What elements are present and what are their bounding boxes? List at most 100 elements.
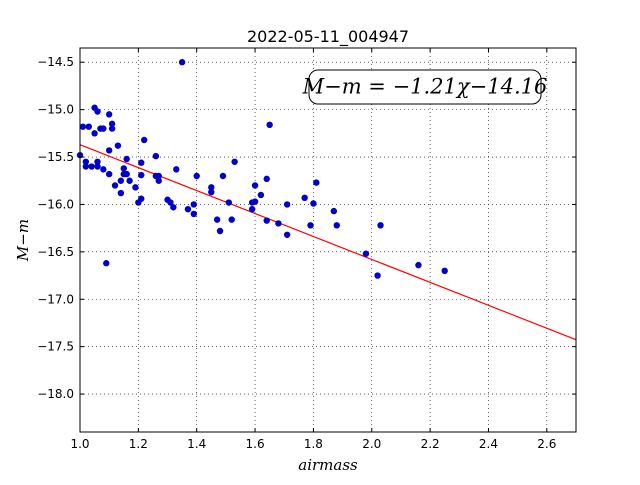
x-tick-label: 1.8 <box>304 437 323 451</box>
annotation-text: M−m = −1.21χ−14.16 <box>302 75 548 99</box>
data-point <box>117 177 125 184</box>
data-point <box>231 158 238 165</box>
data-point <box>100 166 107 173</box>
data-point <box>225 199 232 206</box>
data-point <box>152 152 160 160</box>
data-point <box>123 170 130 178</box>
data-point <box>105 147 113 154</box>
data-point <box>283 231 291 238</box>
data-point <box>155 172 162 180</box>
y-tick-label: −14.5 <box>37 55 74 69</box>
data-point <box>108 125 116 132</box>
y-tick-label: −17.0 <box>37 292 74 306</box>
x-tick-label: 1.2 <box>129 437 148 451</box>
data-point <box>132 184 139 191</box>
data-point <box>155 177 162 184</box>
data-point <box>120 165 127 172</box>
data-point <box>219 172 227 180</box>
data-point <box>88 163 95 170</box>
data-point <box>313 179 320 186</box>
data-point <box>82 158 90 165</box>
grid-layer <box>79 48 576 432</box>
data-point <box>94 163 101 170</box>
x-tick-label: 2.4 <box>479 437 498 451</box>
x-tick-label: 2.2 <box>421 437 440 451</box>
y-axis-label: M−m <box>14 219 32 262</box>
y-tick-label: −16.0 <box>37 197 74 211</box>
data-point <box>105 111 113 118</box>
data-point <box>170 204 177 211</box>
data-point <box>173 166 180 173</box>
data-point <box>190 210 197 218</box>
ticks-layer: 1.0 1.2 1.4 1.6 1.8 2.0 2.2 2.4 2.6 −14.5 −15.0 −15… <box>37 48 576 451</box>
data-point <box>283 201 291 208</box>
data-point <box>310 200 317 207</box>
data-point <box>374 272 381 279</box>
x-tick-label: 1.0 <box>70 437 89 451</box>
fit-equation-annotation: M−m = −1.21χ−14.16 <box>302 69 548 105</box>
chart-title: 2022-05-11_004947 <box>247 27 409 47</box>
plot-frame <box>79 47 577 433</box>
data-point <box>208 184 215 191</box>
data-point <box>307 222 314 229</box>
y-tick-label: −16.5 <box>37 245 74 259</box>
x-tick-label: 2.6 <box>537 437 556 451</box>
fit-line <box>79 144 577 341</box>
data-point <box>126 177 133 184</box>
data-point <box>251 182 259 189</box>
x-tick-label: 1.6 <box>246 437 265 451</box>
data-point <box>257 191 265 199</box>
data-point <box>114 142 122 149</box>
x-tick-label: 2.0 <box>362 437 381 451</box>
data-point <box>140 136 148 144</box>
data-point <box>228 216 235 223</box>
data-point <box>362 250 370 257</box>
data-point <box>415 261 422 269</box>
data-point <box>263 217 270 224</box>
data-point <box>441 267 448 275</box>
data-point <box>275 220 282 227</box>
data-point <box>301 194 308 202</box>
data-point <box>263 175 270 183</box>
points-layer <box>76 59 448 279</box>
data-point <box>111 182 119 189</box>
data-point <box>333 222 340 229</box>
data-point <box>167 199 174 206</box>
data-point <box>138 159 145 166</box>
data-point <box>91 130 98 137</box>
data-point <box>94 158 101 165</box>
data-point <box>103 260 110 267</box>
data-point <box>108 120 116 128</box>
data-point <box>138 195 145 202</box>
data-point <box>193 172 200 180</box>
data-point <box>94 108 101 115</box>
data-point <box>117 189 125 197</box>
data-point <box>251 198 259 205</box>
data-point <box>266 121 273 128</box>
data-point <box>248 205 256 213</box>
y-tick-label: −18.0 <box>37 387 74 401</box>
data-point <box>82 163 90 170</box>
data-point <box>123 155 130 163</box>
data-point <box>208 188 215 196</box>
data-point <box>105 170 113 178</box>
data-point <box>213 216 221 223</box>
y-tick-label: −15.0 <box>37 103 74 117</box>
annotation-box <box>308 69 542 105</box>
data-point <box>100 125 107 132</box>
x-tick-label: 1.4 <box>187 437 206 451</box>
data-point <box>85 123 92 130</box>
data-point <box>216 227 224 235</box>
data-point <box>377 222 384 229</box>
fit-layer <box>79 144 577 341</box>
y-tick-label: −15.5 <box>37 150 74 164</box>
data-point <box>330 207 338 215</box>
data-point <box>79 123 87 130</box>
data-point <box>138 171 145 179</box>
data-point <box>178 59 186 66</box>
data-point <box>190 201 197 208</box>
x-axis-label: airmass <box>298 456 358 474</box>
y-tick-label: −17.5 <box>37 340 74 354</box>
